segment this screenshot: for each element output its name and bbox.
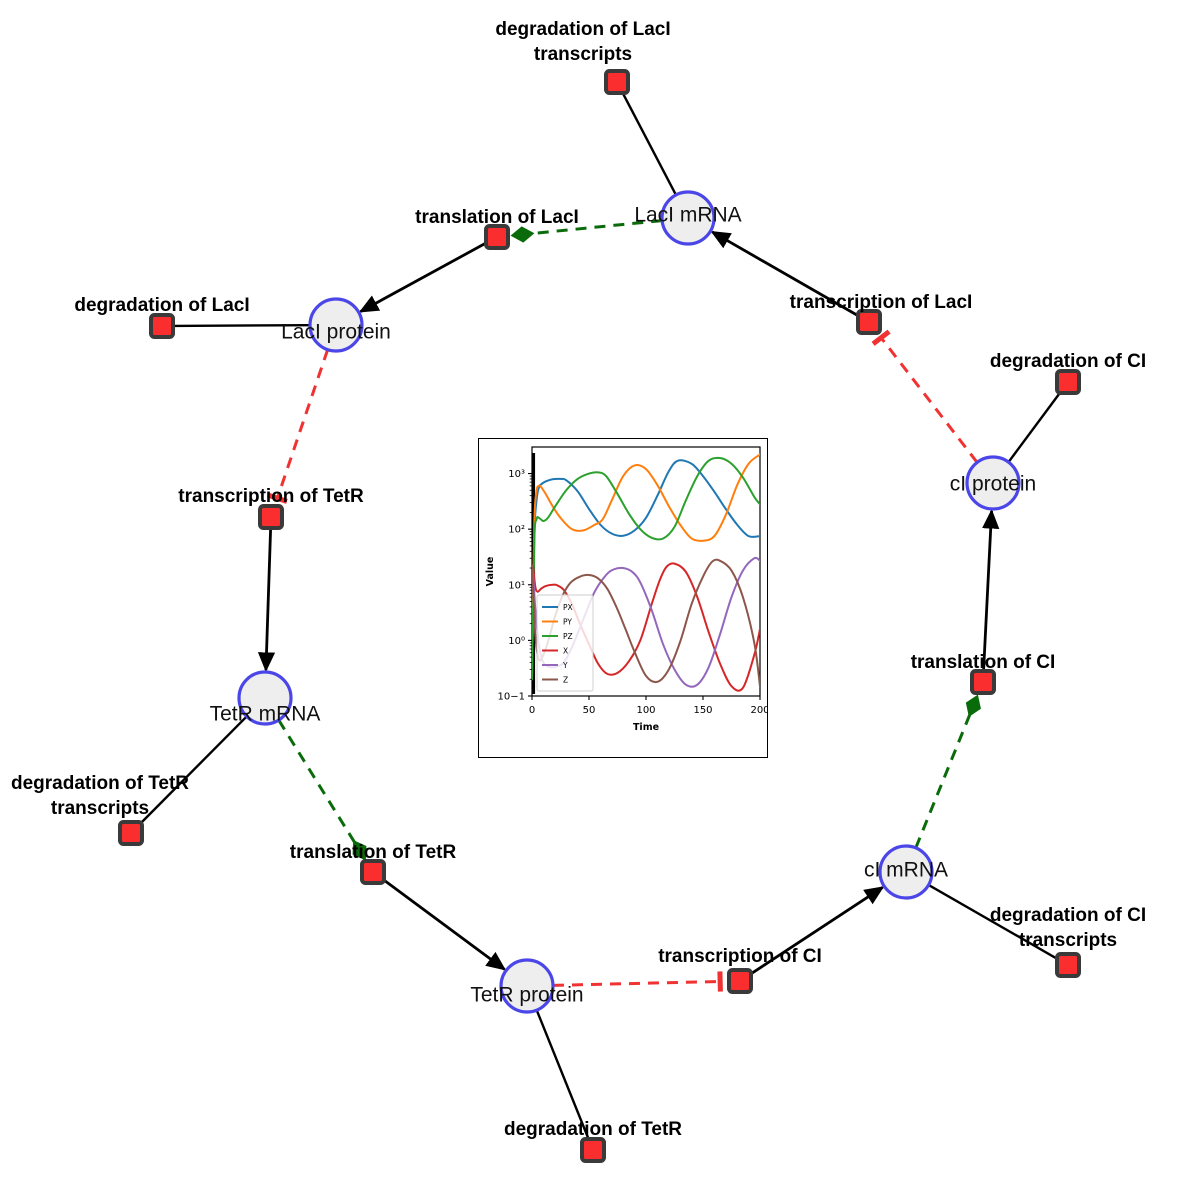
y-tick-label: 10⁰	[508, 636, 525, 647]
edge-translation_tetr-to-tetr_protein	[381, 878, 507, 971]
plot-legend: PX PY PZ XYZ	[536, 594, 594, 692]
reaction-label-deg_ci_transcripts: transcripts	[1019, 930, 1117, 951]
reaction-label-translation_ci: translation of CI	[911, 652, 1056, 673]
reaction-label-deg_ci: degradation of CI	[990, 351, 1146, 372]
series-line-PY	[532, 453, 760, 681]
node-layer	[118, 69, 1081, 1163]
species-node-laci_protein[interactable]	[308, 297, 364, 353]
edge-deg_ci_transcripts-to-ci_mrna	[928, 884, 1059, 961]
reaction-label-deg_tetr_transcripts: degradation of TetR	[11, 773, 189, 794]
series-line-PX	[532, 459, 760, 681]
y-tick-label: 10²	[508, 525, 525, 536]
reaction-node-deg_laci_transcripts[interactable]	[604, 69, 630, 95]
series-line-X	[532, 562, 760, 692]
y-axis-label: Value	[485, 557, 496, 587]
edge-deg_ci-to-ci_protein	[1008, 390, 1062, 463]
edge-transcription_tetr-to-tetr_mrna	[257, 528, 276, 672]
edge-deg_tetr-to-tetr_protein	[535, 1010, 590, 1140]
edge-tetr_mrna-to-translation_tetr	[277, 719, 367, 861]
x-tick-label: 0	[529, 705, 535, 716]
edge-translation_laci-to-laci_protein	[358, 241, 488, 313]
reaction-label-deg_ci_transcripts: degradation of CI	[990, 905, 1146, 926]
edge-layer	[138, 92, 1062, 1140]
edge-transcription_laci-to-laci_mrna	[710, 230, 860, 318]
x-tick-label: 100	[636, 705, 655, 716]
species-node-laci_mrna[interactable]	[660, 190, 716, 246]
edge-deg_tetr_transcripts-to-tetr_mrna	[138, 716, 247, 826]
edge-tetr_protein-to-transcription_ci	[552, 971, 723, 992]
reaction-node-transcription_laci[interactable]	[856, 309, 882, 335]
reaction-label-translation_tetr: translation of TetR	[290, 842, 457, 863]
legend-entry-PY: PY	[563, 618, 572, 627]
reaction-label-translation_laci: translation of LacI	[415, 207, 579, 228]
reaction-node-deg_tetr_transcripts[interactable]	[118, 820, 144, 846]
species-label-laci_protein: LacI protein	[281, 321, 391, 344]
reaction-node-translation_laci[interactable]	[484, 224, 510, 250]
legend-entry-Y: Y	[562, 661, 568, 670]
reaction-label-deg_tetr_transcripts: transcripts	[51, 798, 149, 819]
edge-translation_ci-to-ci_protein	[982, 509, 1000, 671]
y-tick-label: 10−1	[498, 692, 525, 703]
reaction-label-deg_tetr: degradation of TetR	[504, 1119, 682, 1140]
timecourse-plot-inset: 0 50 100 150 200 10−1 10⁰ 10¹ 10² 10³ Time Value PX P…	[478, 438, 768, 758]
reaction-label-transcription_ci: transcription of CI	[658, 946, 822, 967]
x-tick-label: 50	[583, 705, 596, 716]
reaction-node-deg_tetr[interactable]	[580, 1137, 606, 1163]
edge-deg_laci_transcripts-to-laci_mrna	[621, 92, 677, 195]
edge-ci_protein-to-transcription_laci	[871, 329, 979, 464]
legend-entry-Z: Z	[563, 676, 568, 685]
reaction-node-deg_laci[interactable]	[149, 313, 175, 339]
label-layer: LacI mRNA LacI protein TetR mRNA TetR prote…	[11, 19, 1146, 1140]
reaction-node-transcription_ci[interactable]	[727, 968, 753, 994]
legend-entry-X: X	[563, 647, 568, 656]
edge-laci_mrna-to-translation_laci	[510, 219, 663, 243]
x-tick-label: 150	[693, 705, 712, 716]
legend-entry-PX: PX	[563, 603, 573, 612]
reaction-node-transcription_tetr[interactable]	[258, 504, 284, 530]
reaction-node-deg_ci[interactable]	[1055, 369, 1081, 395]
species-node-tetr_mrna[interactable]	[237, 670, 293, 726]
reaction-node-translation_ci[interactable]	[970, 669, 996, 695]
reaction-label-transcription_laci: transcription of LacI	[790, 292, 973, 313]
reaction-label-deg_laci: degradation of LacI	[74, 295, 249, 316]
reaction-label-transcription_tetr: transcription of TetR	[178, 486, 364, 507]
reaction-node-translation_tetr[interactable]	[360, 859, 386, 885]
species-label-tetr_protein: TetR protein	[470, 984, 583, 1007]
timecourse-plot-svg: 0 50 100 150 20010−110⁰10¹10²10³TimeValuePXP…	[485, 446, 767, 733]
species-label-laci_mrna: LacI mRNA	[634, 204, 741, 227]
species-node-tetr_protein[interactable]	[499, 958, 555, 1014]
y-tick-label: 10¹	[508, 580, 525, 591]
x-axis-label: Time	[633, 722, 659, 733]
species-label-tetr_mrna: TetR mRNA	[210, 703, 321, 726]
edge-deg_laci-to-laci_protein	[173, 323, 310, 328]
species-node-ci_protein[interactable]	[965, 455, 1021, 511]
species-label-ci_protein: cI protein	[950, 473, 1036, 496]
edge-ci_mrna-to-translation_ci	[914, 694, 981, 849]
edge-transcription_ci-to-ci_mrna	[749, 886, 885, 976]
y-tick-label: 10³	[508, 469, 525, 480]
x-tick-label: 200	[750, 705, 767, 716]
series-line-PZ	[532, 456, 760, 681]
species-label-ci_mrna: cI mRNA	[864, 859, 948, 882]
reaction-node-deg_ci_transcripts[interactable]	[1055, 952, 1081, 978]
reaction-label-deg_laci_transcripts: degradation of LacI	[495, 19, 670, 40]
edge-laci_protein-to-transcription_tetr	[267, 349, 330, 504]
legend-entry-PZ: PZ	[563, 632, 573, 641]
species-node-ci_mrna[interactable]	[878, 844, 934, 900]
reaction-label-deg_laci_transcripts: transcripts	[534, 44, 632, 65]
